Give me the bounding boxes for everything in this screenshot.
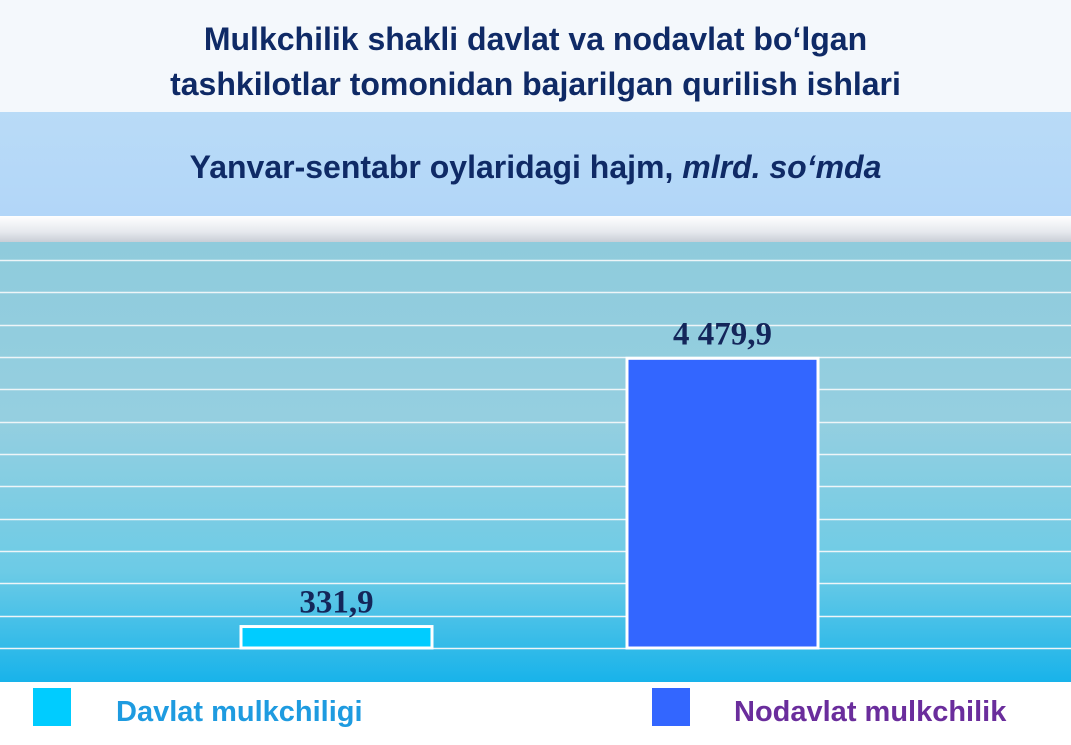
- data-labels: 331,9 4 479,9: [299, 316, 772, 620]
- bars: [239, 356, 820, 650]
- legend-label-nodavlat: Nodavlat mulkchilik: [734, 696, 1007, 728]
- chart-subtitle: Yanvar-sentabr oylaridagi hajm, mlrd. so…: [0, 149, 1071, 186]
- bar-nodavlat: [625, 356, 820, 650]
- legend-label-davlat: Davlat mulkchiligi: [116, 696, 363, 728]
- plot-area: 331,9 4 479,9: [0, 242, 1071, 682]
- legend-swatch-nodavlat: [652, 688, 690, 726]
- chart-title-line-2: tashkilotlar tomonidan bajarilgan qurili…: [170, 66, 901, 102]
- subtitle-main: Yanvar-sentabr oylaridagi hajm,: [189, 149, 683, 185]
- bar-davlat: [239, 625, 434, 650]
- title-area: [0, 0, 1071, 112]
- data-label-nodavlat: 4 479,9: [673, 316, 772, 352]
- gridlines: [0, 259, 1071, 650]
- bar-chart: 331,9 4 479,9: [0, 259, 1071, 650]
- legend-swatch-davlat: [33, 688, 71, 726]
- data-label-davlat: 331,9: [299, 585, 373, 621]
- subtitle-unit: mlrd. so‘mda: [682, 149, 882, 185]
- chart-title-line-1: Mulkchilik shakli davlat va nodavlat bo‘…: [203, 21, 868, 57]
- subtitle-band: [0, 112, 1071, 216]
- separator-bar: [0, 216, 1071, 242]
